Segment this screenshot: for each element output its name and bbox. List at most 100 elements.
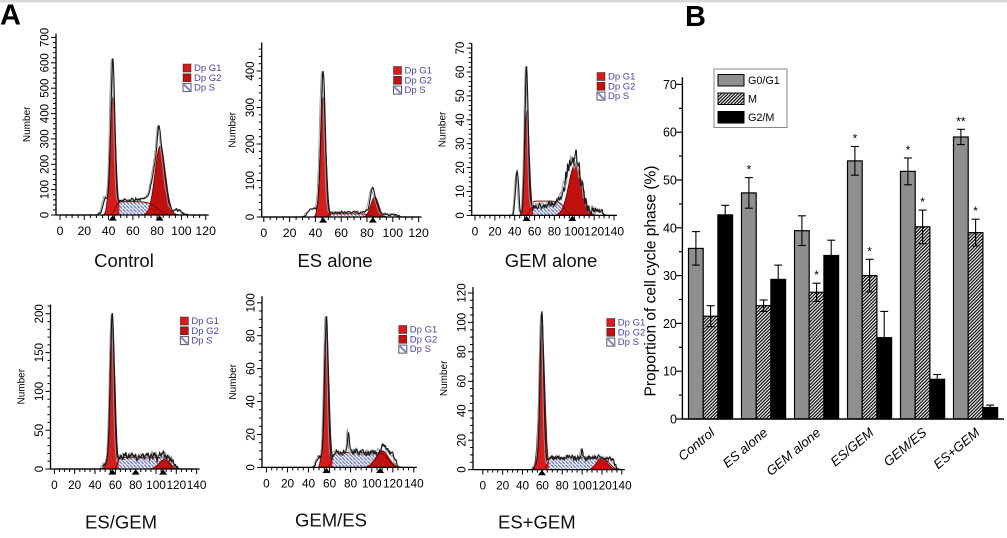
svg-text:100: 100: [564, 224, 584, 238]
svg-text:20: 20: [246, 428, 258, 441]
svg-text:M: M: [748, 94, 757, 106]
svg-text:120: 120: [592, 479, 612, 493]
svg-text:20: 20: [455, 161, 467, 174]
svg-text:Dp G1: Dp G1: [410, 325, 437, 336]
svg-text:40: 40: [102, 224, 116, 238]
svg-text:0: 0: [480, 479, 487, 493]
svg-text:0: 0: [472, 224, 479, 238]
svg-text:20: 20: [496, 479, 510, 493]
svg-text:20: 20: [68, 478, 82, 492]
svg-text:200: 200: [40, 155, 52, 174]
svg-text:0: 0: [670, 413, 677, 427]
svg-text:0: 0: [57, 224, 64, 238]
svg-text:0: 0: [455, 212, 467, 218]
svg-text:300: 300: [40, 129, 52, 148]
svg-text:Dp G1: Dp G1: [191, 316, 218, 327]
svg-text:0: 0: [246, 464, 258, 470]
svg-text:600: 600: [40, 53, 52, 72]
svg-text:*: *: [853, 132, 858, 146]
svg-text:140: 140: [612, 479, 632, 493]
svg-text:140: 140: [187, 478, 207, 492]
svg-text:ES alone: ES alone: [297, 250, 372, 271]
svg-text:Dp G2: Dp G2: [194, 73, 221, 84]
svg-text:*: *: [920, 195, 925, 209]
svg-text:Number: Number: [17, 368, 28, 404]
svg-text:20: 20: [283, 226, 297, 240]
svg-text:70: 70: [663, 78, 677, 92]
svg-text:80: 80: [360, 226, 374, 240]
svg-text:80: 80: [457, 345, 469, 358]
svg-text:80: 80: [129, 478, 143, 492]
svg-text:400: 400: [245, 61, 257, 80]
svg-text:120: 120: [584, 224, 604, 238]
svg-text:Dp G2: Dp G2: [191, 326, 218, 337]
svg-text:B: B: [685, 1, 706, 33]
svg-text:60: 60: [126, 224, 140, 238]
svg-text:40: 40: [663, 221, 677, 235]
svg-text:100: 100: [457, 313, 469, 332]
svg-text:120: 120: [408, 226, 429, 240]
svg-text:Dp G1: Dp G1: [405, 66, 432, 77]
svg-text:Number: Number: [228, 111, 239, 147]
svg-text:G0/G1: G0/G1: [748, 75, 780, 87]
svg-text:700: 700: [40, 28, 52, 47]
svg-text:100: 100: [362, 476, 382, 490]
svg-text:100: 100: [245, 171, 257, 190]
svg-text:0: 0: [263, 476, 270, 490]
svg-text:40: 40: [309, 226, 323, 240]
svg-text:60: 60: [323, 476, 337, 490]
svg-text:ES+GEM: ES+GEM: [498, 512, 576, 533]
svg-text:ES/GEM: ES/GEM: [85, 512, 157, 533]
svg-text:400: 400: [40, 104, 52, 123]
svg-text:100: 100: [246, 293, 258, 312]
svg-text:Dp G1: Dp G1: [608, 72, 635, 83]
svg-text:GEM/ES: GEM/ES: [295, 510, 367, 531]
svg-text:Dp S: Dp S: [608, 91, 629, 102]
svg-text:60: 60: [246, 362, 258, 375]
svg-text:140: 140: [604, 224, 624, 238]
svg-text:120: 120: [383, 476, 403, 490]
svg-text:A: A: [0, 0, 21, 32]
svg-text:80: 80: [344, 476, 358, 490]
svg-text:120: 120: [195, 224, 216, 238]
svg-text:40: 40: [246, 395, 258, 408]
svg-text:100: 100: [40, 180, 52, 199]
svg-text:0: 0: [34, 466, 46, 472]
svg-text:40: 40: [457, 404, 469, 417]
svg-text:100: 100: [34, 382, 46, 401]
svg-text:Proportion of cell cycle phase: Proportion of cell cycle phase (%): [643, 166, 660, 397]
svg-text:100: 100: [146, 478, 166, 492]
svg-text:100: 100: [383, 226, 404, 240]
svg-text:40: 40: [455, 113, 467, 126]
svg-text:0: 0: [260, 226, 267, 240]
svg-text:120: 120: [457, 283, 469, 302]
svg-text:50: 50: [34, 424, 46, 437]
svg-text:60: 60: [528, 224, 542, 238]
svg-text:20: 20: [281, 476, 295, 490]
svg-text:20: 20: [457, 434, 469, 447]
svg-text:60: 60: [455, 66, 467, 79]
svg-text:60: 60: [663, 126, 677, 140]
svg-text:**: **: [956, 114, 966, 128]
svg-text:60: 60: [536, 479, 550, 493]
svg-text:Dp G2: Dp G2: [410, 334, 437, 345]
svg-text:60: 60: [334, 226, 348, 240]
svg-text:140: 140: [404, 476, 424, 490]
svg-text:20: 20: [488, 224, 502, 238]
svg-text:10: 10: [663, 365, 677, 379]
svg-text:100: 100: [171, 224, 192, 238]
svg-text:Dp S: Dp S: [191, 336, 212, 347]
svg-text:200: 200: [34, 304, 46, 323]
svg-text:Number: Number: [22, 106, 33, 142]
svg-text:30: 30: [663, 269, 677, 283]
svg-text:300: 300: [245, 98, 257, 117]
svg-text:40: 40: [516, 479, 530, 493]
svg-text:40: 40: [302, 476, 316, 490]
svg-text:Dp G2: Dp G2: [618, 327, 645, 338]
svg-text:80: 80: [548, 224, 562, 238]
svg-text:150: 150: [34, 343, 46, 362]
svg-text:Number: Number: [228, 363, 239, 399]
svg-text:80: 80: [150, 224, 164, 238]
svg-text:G2/M: G2/M: [748, 112, 774, 124]
svg-text:*: *: [814, 268, 819, 282]
